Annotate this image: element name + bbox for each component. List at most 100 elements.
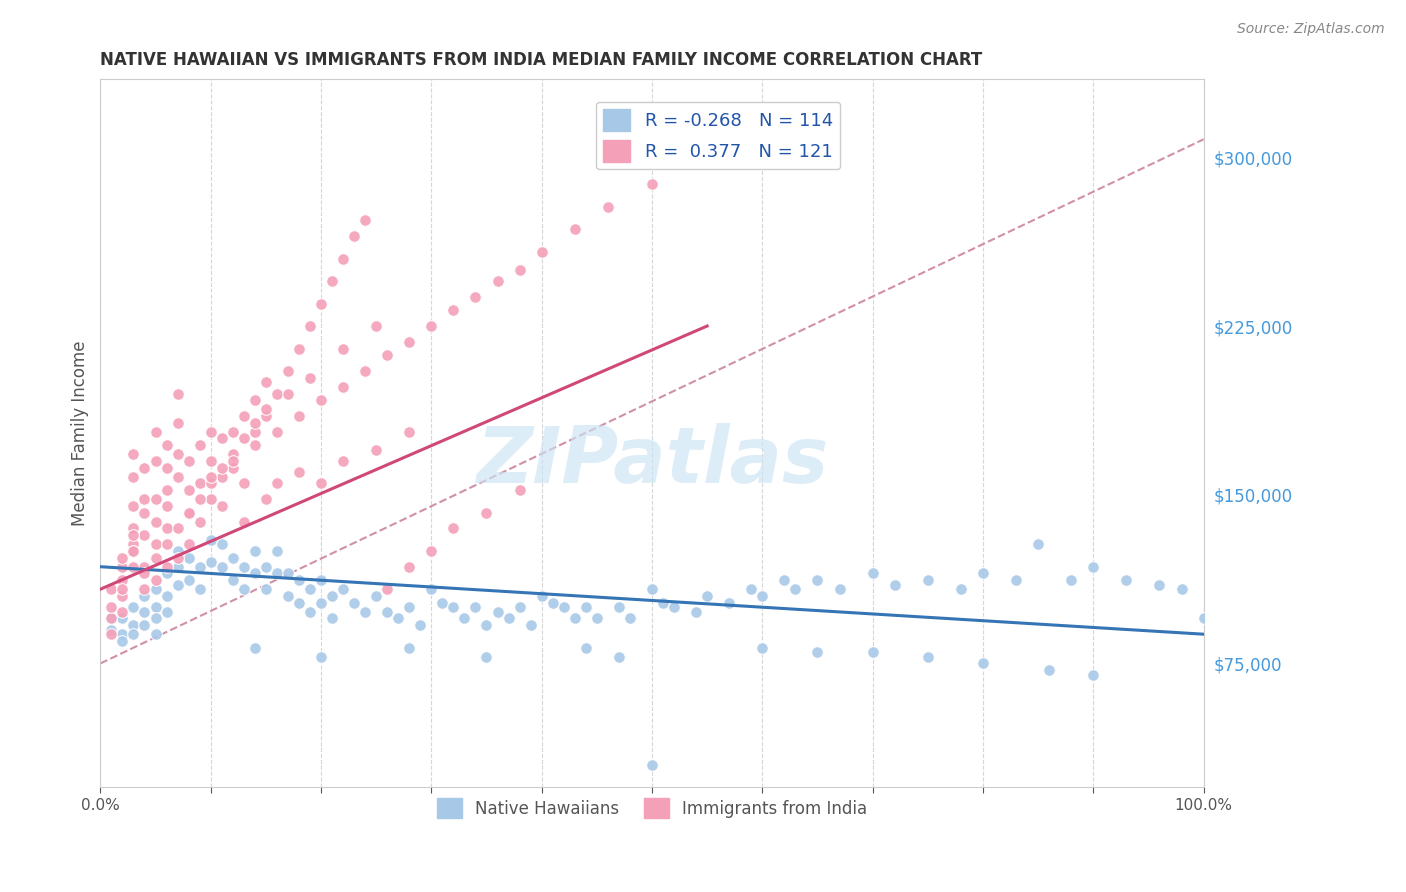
Point <box>309 476 332 491</box>
Point <box>122 544 145 558</box>
Point <box>343 229 366 244</box>
Point <box>134 460 156 475</box>
Point <box>177 454 200 468</box>
Point <box>332 252 354 266</box>
Point <box>1038 663 1060 677</box>
Point <box>155 521 177 535</box>
Point <box>145 573 167 587</box>
Point <box>641 582 664 597</box>
Point <box>200 454 222 468</box>
Point <box>354 364 377 378</box>
Point <box>122 469 145 483</box>
Text: NATIVE HAWAIIAN VS IMMIGRANTS FROM INDIA MEDIAN FAMILY INCOME CORRELATION CHART: NATIVE HAWAIIAN VS IMMIGRANTS FROM INDIA… <box>100 51 983 69</box>
Point <box>122 618 145 632</box>
Point <box>111 589 134 603</box>
Point <box>266 566 288 581</box>
Point <box>134 506 156 520</box>
Point <box>200 533 222 547</box>
Point <box>288 409 311 423</box>
Point <box>277 364 299 378</box>
Point <box>200 476 222 491</box>
Point <box>475 649 498 664</box>
Point <box>243 544 266 558</box>
Point <box>298 318 321 333</box>
Point <box>441 303 464 318</box>
Point <box>607 600 630 615</box>
Point <box>309 296 332 310</box>
Point <box>200 555 222 569</box>
Point <box>564 611 586 625</box>
Point <box>862 645 884 659</box>
Point <box>321 589 343 603</box>
Point <box>309 393 332 408</box>
Point <box>420 582 443 597</box>
Point <box>298 370 321 384</box>
Point <box>111 582 134 597</box>
Point <box>398 334 420 349</box>
Point <box>155 605 177 619</box>
Point <box>530 589 553 603</box>
Point <box>585 611 607 625</box>
Point <box>145 627 167 641</box>
Point <box>696 589 718 603</box>
Point <box>1170 582 1192 597</box>
Point <box>509 600 531 615</box>
Point <box>254 492 277 507</box>
Point <box>111 605 134 619</box>
Point <box>387 611 409 625</box>
Point <box>375 348 398 362</box>
Point <box>122 521 145 535</box>
Point <box>166 469 188 483</box>
Point <box>100 611 122 625</box>
Legend: Native Hawaiians, Immigrants from India: Native Hawaiians, Immigrants from India <box>430 791 875 825</box>
Point <box>166 578 188 592</box>
Point <box>298 605 321 619</box>
Point <box>232 582 254 597</box>
Point <box>321 611 343 625</box>
Point <box>541 596 564 610</box>
Point <box>1060 573 1083 587</box>
Point <box>243 393 266 408</box>
Point <box>288 573 311 587</box>
Point <box>111 573 134 587</box>
Point <box>309 649 332 664</box>
Point <box>166 559 188 574</box>
Point <box>949 582 972 597</box>
Point <box>111 627 134 641</box>
Point <box>177 506 200 520</box>
Point <box>188 582 211 597</box>
Point <box>343 596 366 610</box>
Point <box>111 550 134 565</box>
Point <box>619 611 641 625</box>
Point <box>211 537 233 551</box>
Point <box>232 409 254 423</box>
Point <box>177 573 200 587</box>
Point <box>155 566 177 581</box>
Point <box>751 640 773 655</box>
Point <box>166 544 188 558</box>
Point <box>862 566 884 581</box>
Point <box>718 596 741 610</box>
Point <box>155 589 177 603</box>
Point <box>464 290 486 304</box>
Point <box>122 528 145 542</box>
Point <box>288 465 311 479</box>
Point <box>751 589 773 603</box>
Point <box>806 645 828 659</box>
Point <box>155 460 177 475</box>
Point <box>409 618 432 632</box>
Point <box>596 200 619 214</box>
Point <box>145 492 167 507</box>
Point <box>145 611 167 625</box>
Point <box>332 342 354 356</box>
Point <box>441 521 464 535</box>
Point <box>309 573 332 587</box>
Point <box>254 582 277 597</box>
Point <box>1026 537 1049 551</box>
Point <box>155 438 177 452</box>
Point <box>785 582 807 597</box>
Point <box>134 589 156 603</box>
Point <box>1192 611 1215 625</box>
Text: ZIPatlas: ZIPatlas <box>475 423 828 500</box>
Point <box>243 438 266 452</box>
